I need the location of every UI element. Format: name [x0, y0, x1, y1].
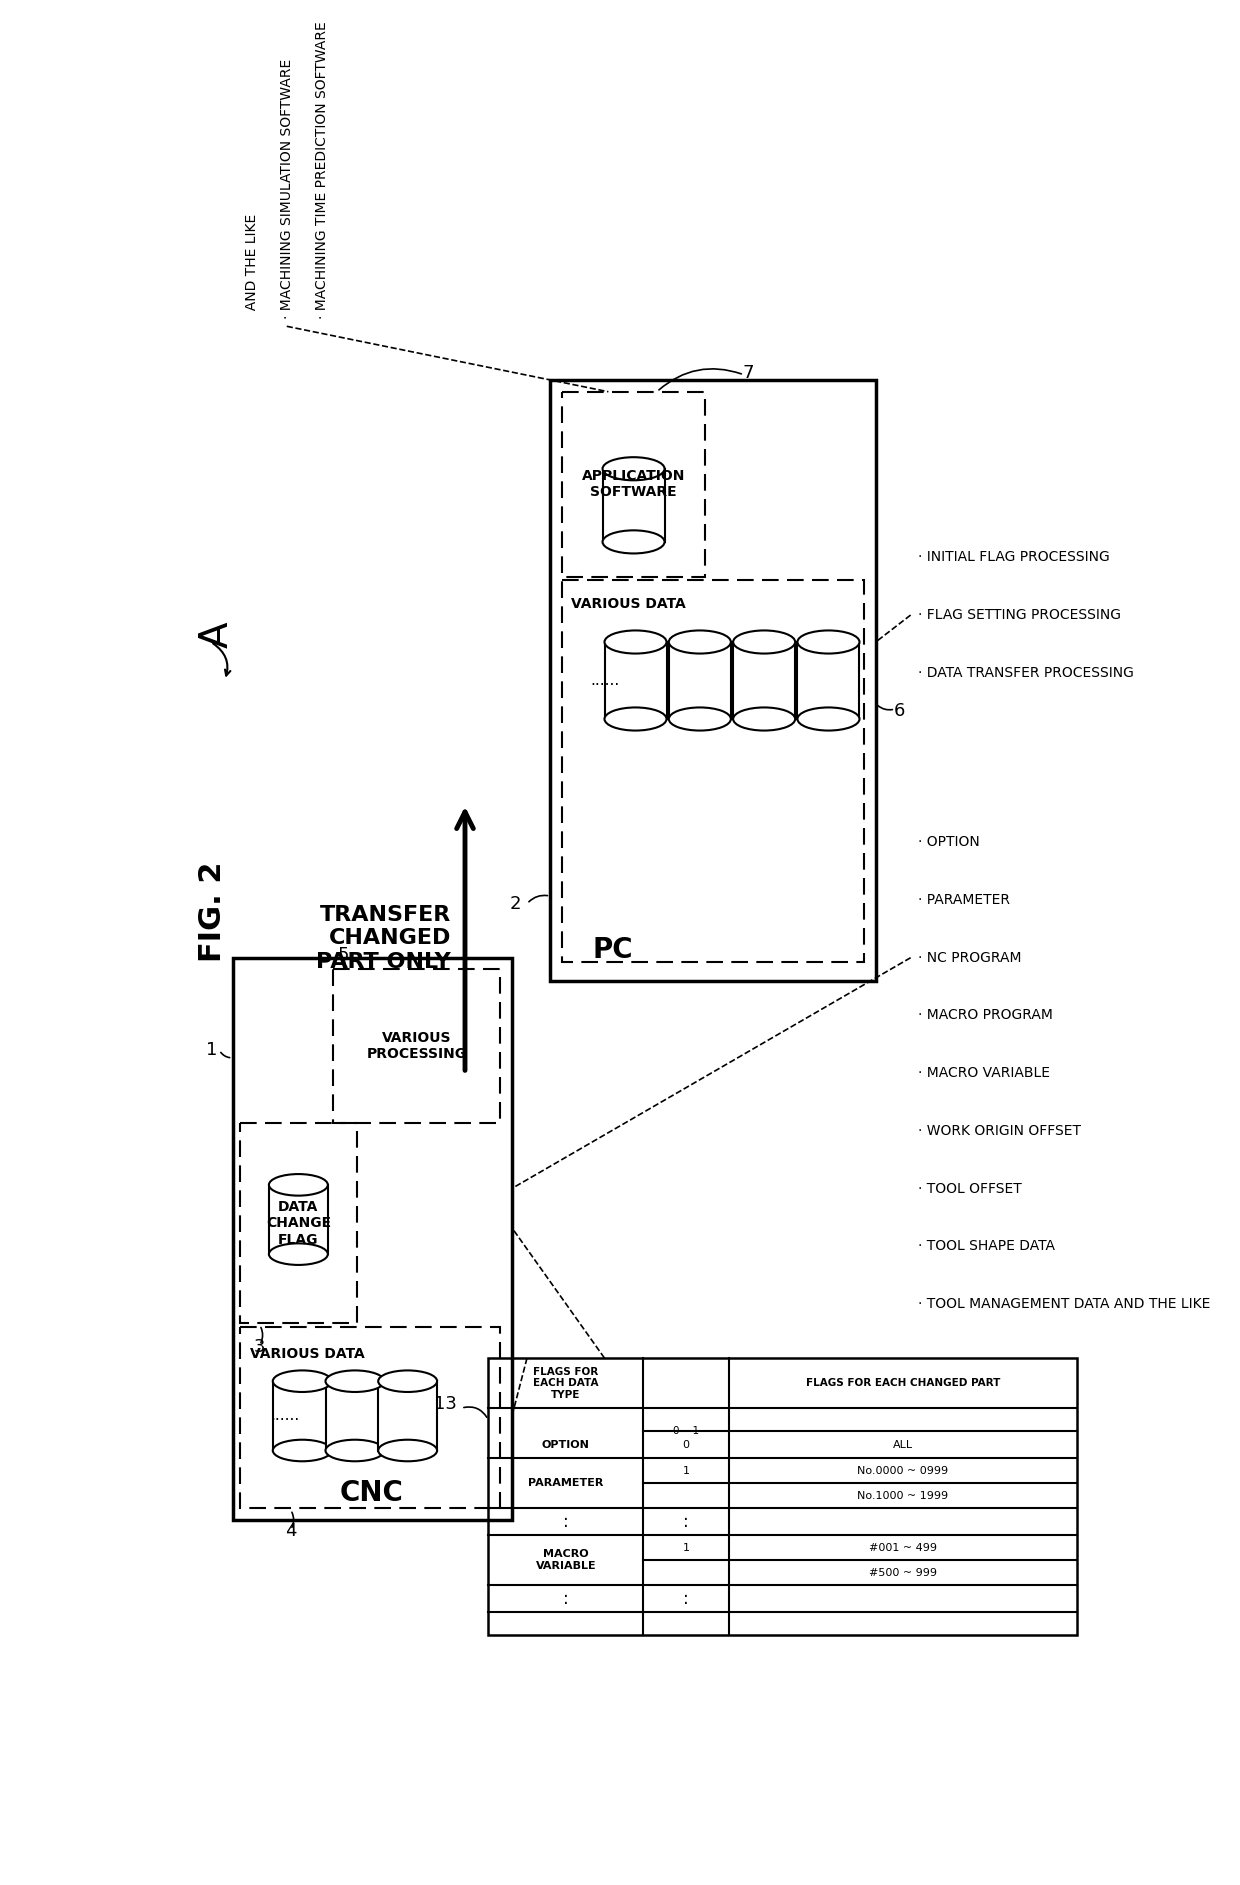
Text: VARIOUS DATA: VARIOUS DATA: [572, 598, 686, 611]
Text: FIG. 2: FIG. 2: [197, 861, 227, 961]
Text: · TOOL MANAGEMENT DATA AND THE LIKE: · TOOL MANAGEMENT DATA AND THE LIKE: [919, 1297, 1210, 1312]
Text: · NC PROGRAM: · NC PROGRAM: [919, 950, 1022, 965]
Ellipse shape: [273, 1370, 332, 1391]
Text: No.0000 ~ 0999: No.0000 ~ 0999: [857, 1467, 949, 1476]
Polygon shape: [797, 643, 859, 718]
Polygon shape: [668, 643, 730, 718]
Ellipse shape: [668, 630, 730, 654]
Text: 1: 1: [682, 1467, 689, 1476]
Text: 6: 6: [893, 703, 905, 720]
Ellipse shape: [326, 1370, 384, 1391]
Bar: [489, 1357, 1078, 1636]
Text: :: :: [563, 1589, 569, 1608]
Ellipse shape: [797, 630, 859, 654]
Text: · MACRO VARIABLE: · MACRO VARIABLE: [919, 1067, 1050, 1080]
Polygon shape: [605, 643, 667, 718]
Text: 1: 1: [206, 1041, 217, 1059]
Bar: [233, 958, 511, 1519]
Ellipse shape: [603, 458, 665, 481]
Bar: [241, 1123, 357, 1323]
Ellipse shape: [668, 707, 730, 731]
Ellipse shape: [378, 1370, 436, 1391]
Text: 13: 13: [434, 1395, 458, 1414]
Ellipse shape: [733, 630, 795, 654]
Text: 1: 1: [682, 1542, 689, 1553]
Text: · TOOL OFFSET: · TOOL OFFSET: [919, 1182, 1022, 1195]
Polygon shape: [325, 1382, 384, 1450]
Ellipse shape: [603, 530, 665, 554]
Text: ......: ......: [590, 673, 619, 688]
Bar: [562, 392, 706, 577]
Text: #001 ~ 499: #001 ~ 499: [869, 1542, 937, 1553]
Ellipse shape: [269, 1174, 327, 1195]
Text: 0    1: 0 1: [673, 1427, 699, 1436]
Text: APPLICATION
SOFTWARE: APPLICATION SOFTWARE: [582, 469, 686, 500]
Text: VARIOUS
PROCESSING: VARIOUS PROCESSING: [367, 1031, 466, 1061]
Text: · FLAG SETTING PROCESSING: · FLAG SETTING PROCESSING: [919, 609, 1121, 622]
Text: · PARAMETER: · PARAMETER: [919, 893, 1011, 907]
Text: 7: 7: [742, 364, 754, 381]
Text: · DATA TRANSFER PROCESSING: · DATA TRANSFER PROCESSING: [919, 665, 1135, 680]
Text: · OPTION: · OPTION: [919, 835, 980, 850]
Text: FLAGS FOR EACH CHANGED PART: FLAGS FOR EACH CHANGED PART: [806, 1378, 1001, 1387]
Bar: [551, 381, 875, 980]
Text: TRANSFER
CHANGED
PART ONLY: TRANSFER CHANGED PART ONLY: [316, 905, 451, 971]
Text: ......: ......: [270, 1408, 300, 1423]
Text: MACRO
VARIABLE: MACRO VARIABLE: [536, 1549, 596, 1570]
Bar: [241, 1327, 500, 1508]
Text: No.1000 ~ 1999: No.1000 ~ 1999: [857, 1491, 949, 1500]
Text: FLAGS FOR
EACH DATA
TYPE: FLAGS FOR EACH DATA TYPE: [533, 1367, 599, 1401]
Bar: [562, 581, 864, 961]
Polygon shape: [733, 643, 795, 718]
Text: · MACHINING TIME PREDICTION SOFTWARE: · MACHINING TIME PREDICTION SOFTWARE: [315, 21, 329, 319]
Ellipse shape: [605, 630, 667, 654]
Text: 4: 4: [285, 1523, 296, 1540]
Text: DATA
CHANGE
FLAG: DATA CHANGE FLAG: [265, 1201, 331, 1246]
Text: :: :: [563, 1514, 569, 1531]
Text: CNC: CNC: [340, 1480, 404, 1506]
Text: #500 ~ 999: #500 ~ 999: [869, 1568, 937, 1578]
Text: · TOOL SHAPE DATA: · TOOL SHAPE DATA: [919, 1240, 1055, 1254]
Text: 3: 3: [254, 1338, 265, 1355]
Text: AND THE LIKE: AND THE LIKE: [244, 213, 259, 319]
Text: :: :: [683, 1589, 688, 1608]
Text: VARIOUS DATA: VARIOUS DATA: [249, 1346, 365, 1361]
Text: · MACHINING SIMULATION SOFTWARE: · MACHINING SIMULATION SOFTWARE: [280, 58, 294, 319]
Text: ALL: ALL: [893, 1440, 913, 1450]
Ellipse shape: [273, 1440, 332, 1461]
Ellipse shape: [326, 1440, 384, 1461]
Ellipse shape: [269, 1244, 327, 1265]
Text: PC: PC: [593, 937, 634, 963]
Ellipse shape: [797, 707, 859, 731]
Text: PARAMETER: PARAMETER: [528, 1478, 604, 1489]
Text: 0: 0: [682, 1440, 689, 1450]
Ellipse shape: [733, 707, 795, 731]
Polygon shape: [269, 1186, 327, 1254]
Text: · WORK ORIGIN OFFSET: · WORK ORIGIN OFFSET: [919, 1123, 1081, 1139]
Text: · MACRO PROGRAM: · MACRO PROGRAM: [919, 1008, 1053, 1022]
Polygon shape: [603, 469, 665, 541]
Ellipse shape: [605, 707, 667, 731]
Polygon shape: [273, 1382, 332, 1450]
Bar: [334, 969, 500, 1123]
Text: 5: 5: [337, 946, 348, 965]
Text: OPTION: OPTION: [542, 1440, 590, 1450]
Ellipse shape: [378, 1440, 436, 1461]
Polygon shape: [378, 1382, 438, 1450]
Text: :: :: [683, 1514, 688, 1531]
Text: 2: 2: [510, 895, 521, 912]
Text: A: A: [197, 620, 236, 648]
Text: · INITIAL FLAG PROCESSING: · INITIAL FLAG PROCESSING: [919, 550, 1110, 564]
